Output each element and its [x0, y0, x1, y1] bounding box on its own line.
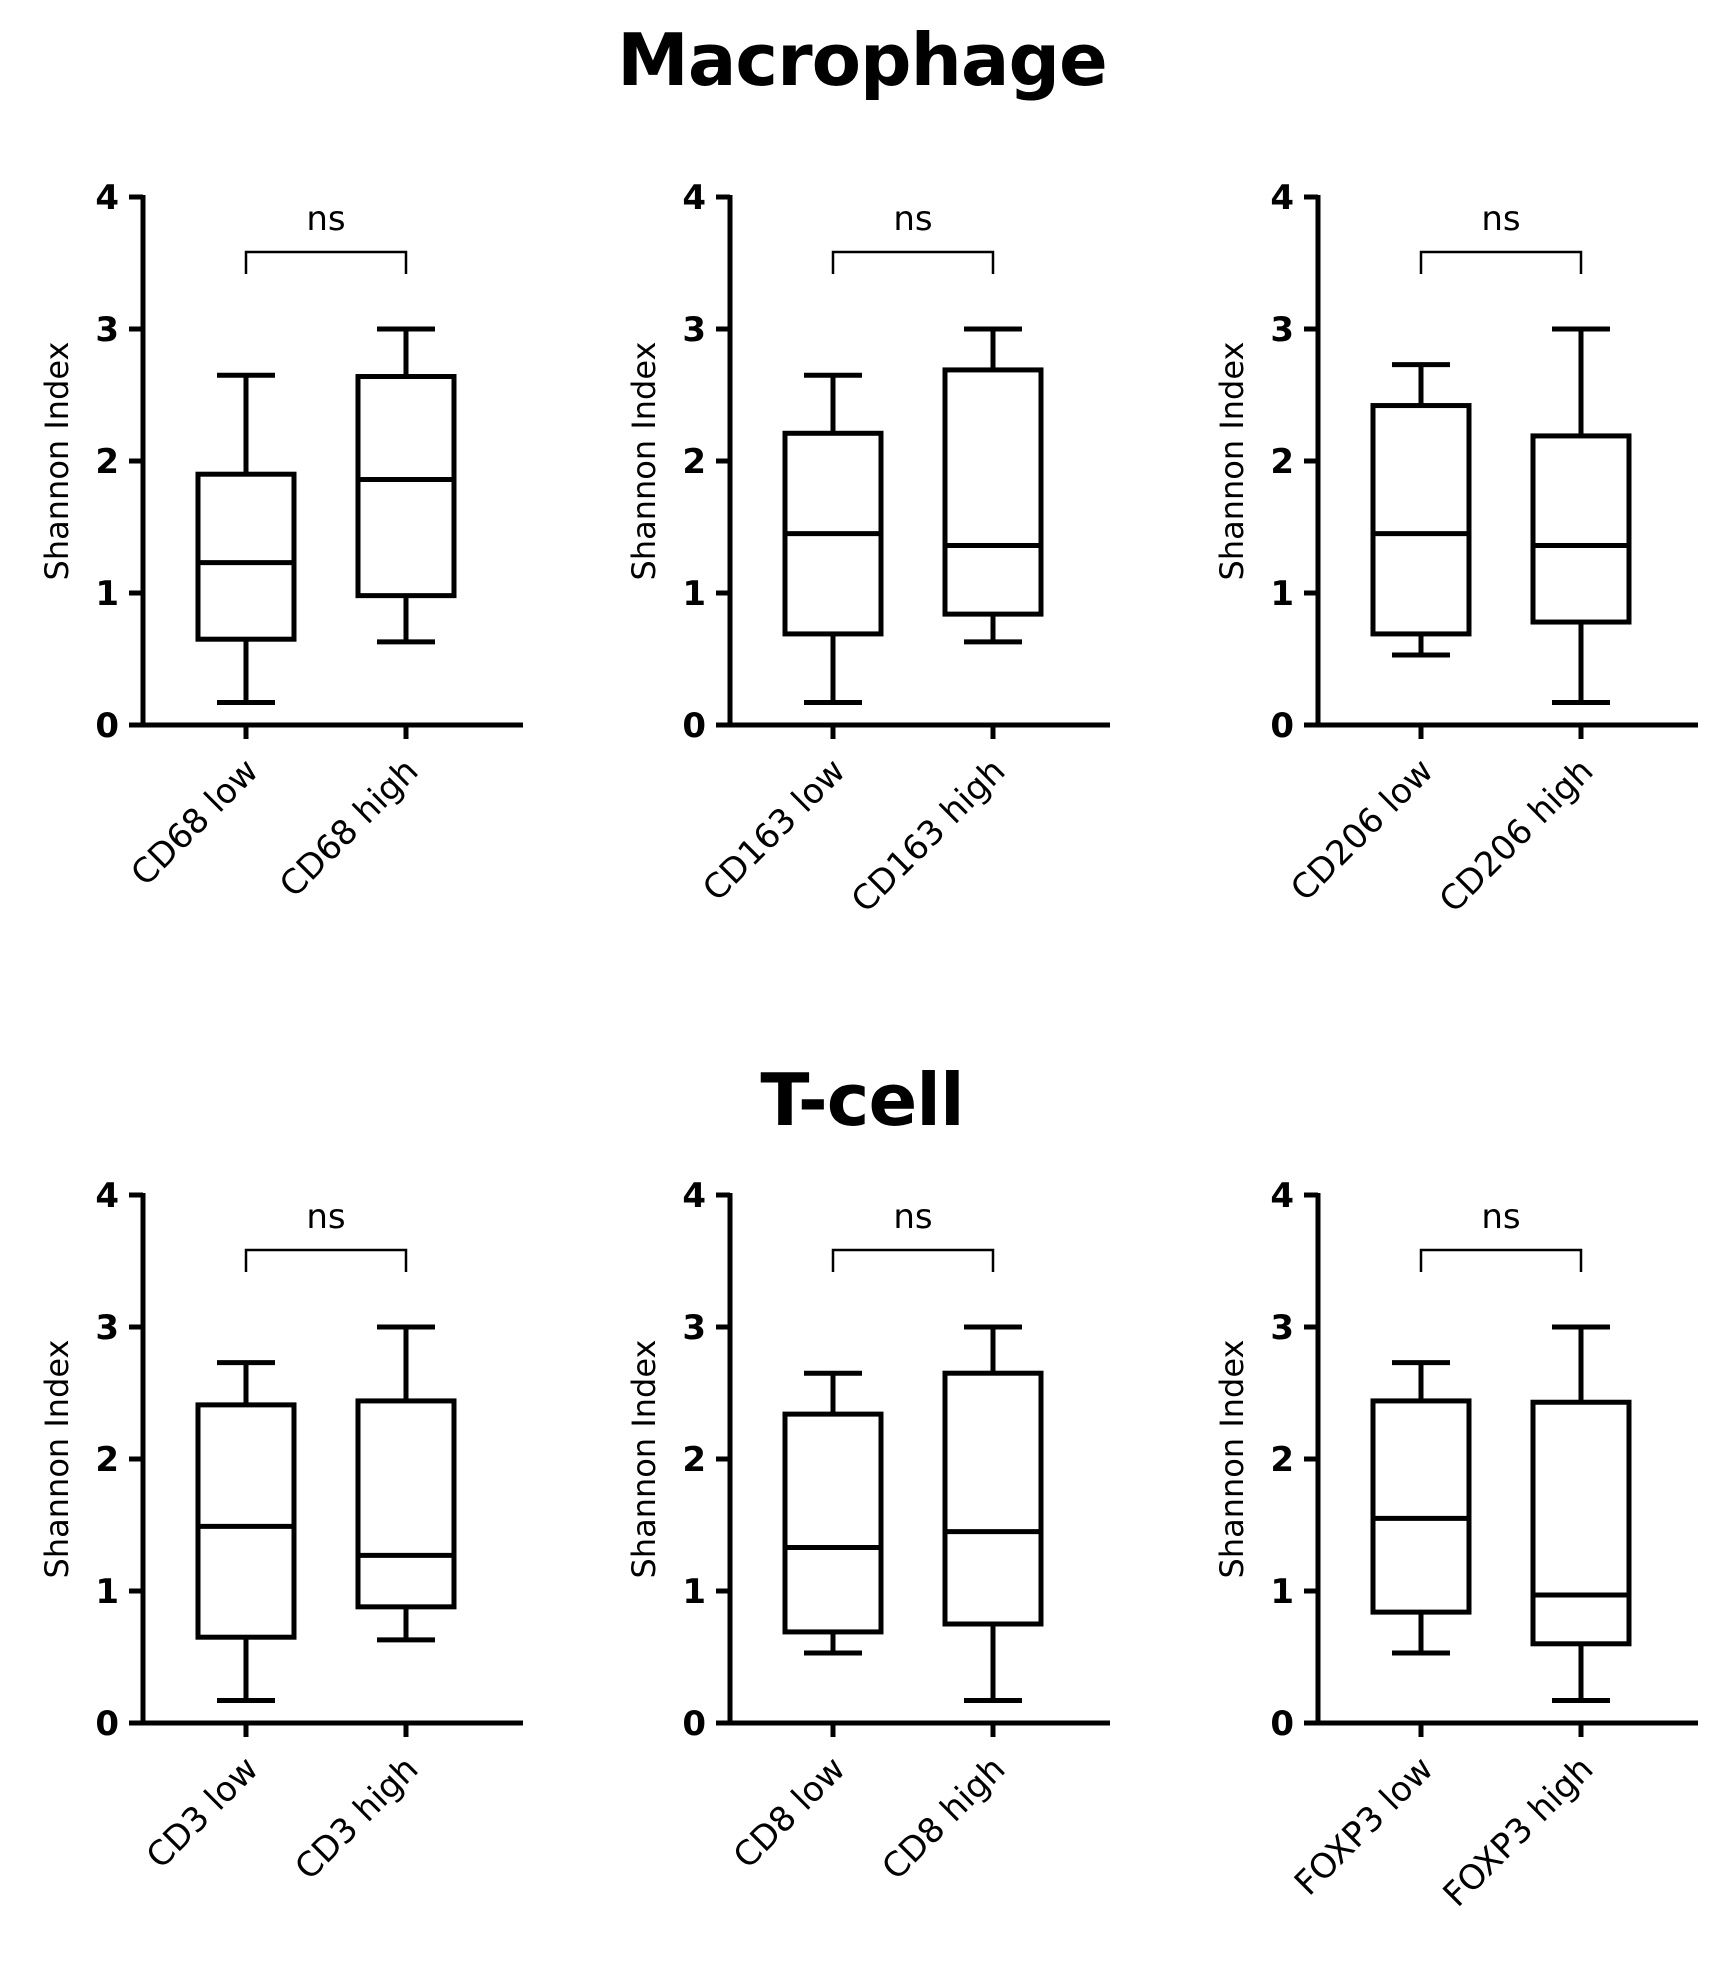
y-tick-label: 1: [682, 574, 706, 614]
y-tick-label: 4: [682, 1176, 706, 1216]
y-tick-label: 4: [95, 1176, 119, 1216]
box-low: [195, 1360, 297, 1704]
significance-label: ns: [1481, 1197, 1520, 1237]
x-category-label: CD206 low: [1283, 751, 1441, 909]
y-axis-label: Shannon Index: [1213, 342, 1251, 581]
y-tick-label: 2: [1270, 442, 1294, 482]
significance-bracket: [831, 1248, 995, 1272]
y-axis-label: Shannon Index: [625, 342, 663, 581]
box-low: [195, 372, 297, 706]
box-low: [782, 372, 884, 706]
x-category-label: CD8 low: [726, 1749, 854, 1877]
y-tick-label: 4: [682, 178, 706, 218]
y-tick-label: 0: [1270, 706, 1294, 746]
box-low: [782, 1370, 884, 1656]
y-tick-label: 1: [1270, 574, 1294, 614]
significance-bracket: [1419, 1248, 1583, 1272]
y-tick-label: 0: [95, 1704, 119, 1744]
significance-bracket: [244, 1248, 408, 1272]
y-tick-label: 3: [682, 1308, 706, 1348]
box-high: [1530, 326, 1632, 706]
y-tick-label: 0: [1270, 1704, 1294, 1744]
significance-label: ns: [1481, 199, 1520, 239]
x-category-label: CD3 high: [287, 1749, 426, 1888]
y-tick-label: 2: [682, 442, 706, 482]
y-axis-label: Shannon Index: [1213, 1340, 1251, 1579]
significance-label: ns: [893, 199, 932, 239]
y-tick-label: 3: [1270, 310, 1294, 350]
y-tick-label: 2: [1270, 1440, 1294, 1480]
x-category-label: FOXP3 high: [1436, 1749, 1602, 1915]
y-tick-label: 1: [682, 1572, 706, 1612]
x-category-label: CD163 low: [695, 751, 853, 909]
box-iqr: [1530, 433, 1632, 625]
chart-panel-1: 0 1 2 3 4 Shannon Index CD68 low CD68 high ns: [38, 178, 523, 905]
y-tick-label: 1: [95, 1572, 119, 1612]
significance-label: ns: [893, 1197, 932, 1237]
box-high: [355, 1324, 457, 1643]
box-iqr: [355, 374, 457, 599]
significance-bracket: [244, 250, 408, 274]
box-iqr: [942, 1370, 1044, 1627]
significance-label: ns: [306, 1197, 345, 1237]
box-low: [1370, 1360, 1472, 1656]
y-tick-label: 4: [95, 178, 119, 218]
y-tick-label: 3: [95, 310, 119, 350]
chart-panel-5: 0 1 2 3 4 Shannon Index CD8 low CD8 high ns: [625, 1176, 1110, 1888]
box-iqr: [195, 1402, 297, 1640]
chart-panel-4: 0 1 2 3 4 Shannon Index CD3 low CD3 high ns: [38, 1176, 523, 1888]
box-high: [1530, 1324, 1632, 1704]
box-iqr: [942, 367, 1044, 617]
significance-bracket: [831, 250, 995, 274]
significance-bracket: [1419, 250, 1583, 274]
box-high: [942, 1324, 1044, 1704]
box-iqr: [1370, 1398, 1472, 1615]
y-tick-label: 3: [682, 310, 706, 350]
y-tick-label: 2: [95, 1440, 119, 1480]
y-tick-label: 3: [1270, 1308, 1294, 1348]
x-category-label: CD68 high: [272, 751, 426, 905]
y-tick-label: 0: [682, 1704, 706, 1744]
box-iqr: [195, 471, 297, 642]
y-tick-label: 3: [95, 1308, 119, 1348]
y-tick-label: 0: [95, 706, 119, 746]
x-category-label: CD163 high: [844, 751, 1014, 921]
y-axis-label: Shannon Index: [38, 1340, 76, 1579]
y-tick-label: 2: [682, 1440, 706, 1480]
y-tick-label: 2: [95, 442, 119, 482]
y-axis-label: Shannon Index: [625, 1340, 663, 1579]
section-title-macrophage: Macrophage: [617, 18, 1108, 102]
x-category-label: CD3 low: [139, 1749, 267, 1877]
x-category-label: FOXP3 low: [1287, 1749, 1441, 1903]
box-iqr: [1370, 403, 1472, 637]
box-low: [1370, 362, 1472, 658]
box-iqr: [1530, 1399, 1632, 1647]
y-tick-label: 1: [95, 574, 119, 614]
y-tick-label: 0: [682, 706, 706, 746]
box-iqr: [355, 1398, 457, 1610]
significance-label: ns: [306, 199, 345, 239]
section-title-tcell: T-cell: [760, 1058, 964, 1142]
y-tick-label: 4: [1270, 178, 1294, 218]
y-tick-label: 4: [1270, 1176, 1294, 1216]
box-iqr: [782, 1411, 884, 1635]
y-tick-label: 1: [1270, 1572, 1294, 1612]
x-category-label: CD68 low: [123, 751, 266, 894]
x-category-label: CD206 high: [1432, 751, 1602, 921]
box-high: [355, 326, 457, 645]
x-category-label: CD8 high: [874, 1749, 1013, 1888]
box-high: [942, 326, 1044, 645]
y-axis-label: Shannon Index: [38, 342, 76, 581]
